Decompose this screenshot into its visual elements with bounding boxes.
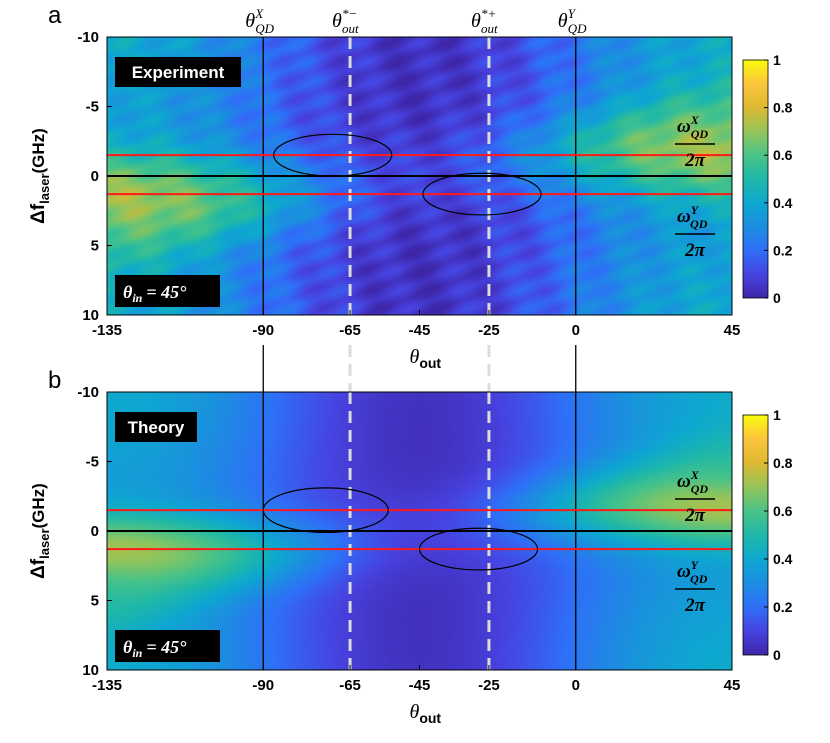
condition-box [115,275,220,307]
line-label-sub: out [342,21,359,36]
x-tick-label: -25 [478,322,500,339]
line-label: θ *−out [332,6,359,36]
condition-value: = 45° [146,637,187,657]
line-label: θ XQD [245,6,274,36]
colorbar-tick-label: 1 [773,407,781,423]
y-tick-label: 10 [82,307,99,324]
omega-denominator: 2π [684,240,706,261]
y-tick-label: 0 [91,523,99,540]
y-label-unit: (GHz) [29,483,48,528]
omega-sub: QD [690,217,708,231]
x-axis-label: θout [410,346,442,371]
x-axis-label-sub: out [419,710,441,726]
y-axis-label: Δflaser(GHz) [28,128,52,224]
y-tick-label: 5 [91,238,99,255]
ellipse-marker [273,133,393,177]
y-tick-label: -10 [77,384,99,401]
colorbar-tick-label: 0.4 [773,551,793,567]
y-tick-label: 10 [82,662,99,679]
condition-sub: in [132,291,142,305]
x-tick-label: -45 [409,322,431,339]
line-label-sub: out [481,21,498,36]
line-label-main: θ [558,10,568,32]
x-tick-label: 45 [724,322,741,339]
y-tick-label: 5 [91,593,99,610]
condition-value: = 45° [146,282,187,302]
colorbar-tick-label: 0.2 [773,242,793,258]
y-tick-label: 0 [91,168,99,185]
line-label-sub: QD [568,21,587,36]
colorbar-tick-label: 0.6 [773,503,793,519]
omega-sub: QD [691,482,709,496]
line-label: θ *+out [471,6,498,36]
x-tick-label: -90 [252,322,274,339]
colorbar-tick-label: 0.2 [773,599,793,615]
x-tick-label: 45 [724,677,741,694]
line-label-sup: Y [568,6,577,21]
colorbar-tick-label: 1 [773,52,781,68]
line-label-sup: X [254,6,264,21]
colorbar-tick-label: 0 [773,290,781,306]
label-box [115,412,197,442]
panel-letter: a [48,2,62,29]
panel-a: a Experiment θ in = 45° -135 -90 -65 -45 -25 0 45 -1… [28,2,793,392]
omega-sup: Y [691,203,700,217]
x-tick-label: -65 [339,322,361,339]
panel-label: Experiment [132,63,225,82]
line-label-sup: *+ [481,6,496,21]
colorbar-tick-label: 0.8 [773,455,793,471]
y-tick-label: -5 [86,454,99,471]
x-axis-label-sub: out [419,355,441,371]
x-tick-label: -45 [409,677,431,694]
x-tick-label: 0 [572,322,580,339]
y-axis-label: Δflaser(GHz) [28,483,52,579]
x-tick-label: 0 [572,677,580,694]
omega-sup: Y [691,558,700,572]
ellipse-marker [422,172,542,216]
y-label-main: Δf [28,558,49,579]
x-tick-label: -25 [478,677,500,694]
line-label: θ YQD [558,6,587,36]
colorbar [742,59,769,299]
y-tick-label: -10 [77,29,99,46]
condition-box [115,630,220,662]
colorbar-tick-label: 0.8 [773,100,793,116]
colorbar-tick-label: 0.4 [773,195,793,211]
y-tick-label: -5 [86,99,99,116]
y-label-unit: (GHz) [29,128,48,173]
line-label-main: θ [471,10,481,32]
omega-sup: X [690,113,700,127]
line-label-main: θ [332,10,342,32]
x-axis-label: θout [410,701,442,726]
x-tick-label: -90 [252,677,274,694]
panel-letter: b [48,367,61,394]
omega-sub: QD [691,127,709,141]
omega-sup: X [690,468,700,482]
omega-denominator: 2π [684,150,706,171]
ellipse-marker [418,527,539,571]
y-label-sub: laser [37,528,52,558]
omega-denominator: 2π [684,505,706,526]
label-box [115,57,241,87]
condition-sub: in [132,646,142,660]
panel-label: Theory [128,418,185,437]
colorbar-tick-label: 0.6 [773,147,793,163]
omega-numerator: ωX QD [677,113,708,141]
x-tick-label: -65 [339,677,361,694]
colorbar-tick-label: 0 [773,647,781,663]
line-label-sup: *− [342,6,357,21]
x-tick-label: -135 [92,677,122,694]
x-tick-label: -135 [92,322,122,339]
y-label-main: Δf [28,203,49,224]
omega-sub: QD [690,572,708,586]
ellipse-marker [262,487,389,533]
y-label-sub: laser [37,173,52,203]
line-label-main: θ [245,10,255,32]
omega-denominator: 2π [684,595,706,616]
colorbar [742,414,769,656]
line-label-sub: QD [255,21,274,36]
